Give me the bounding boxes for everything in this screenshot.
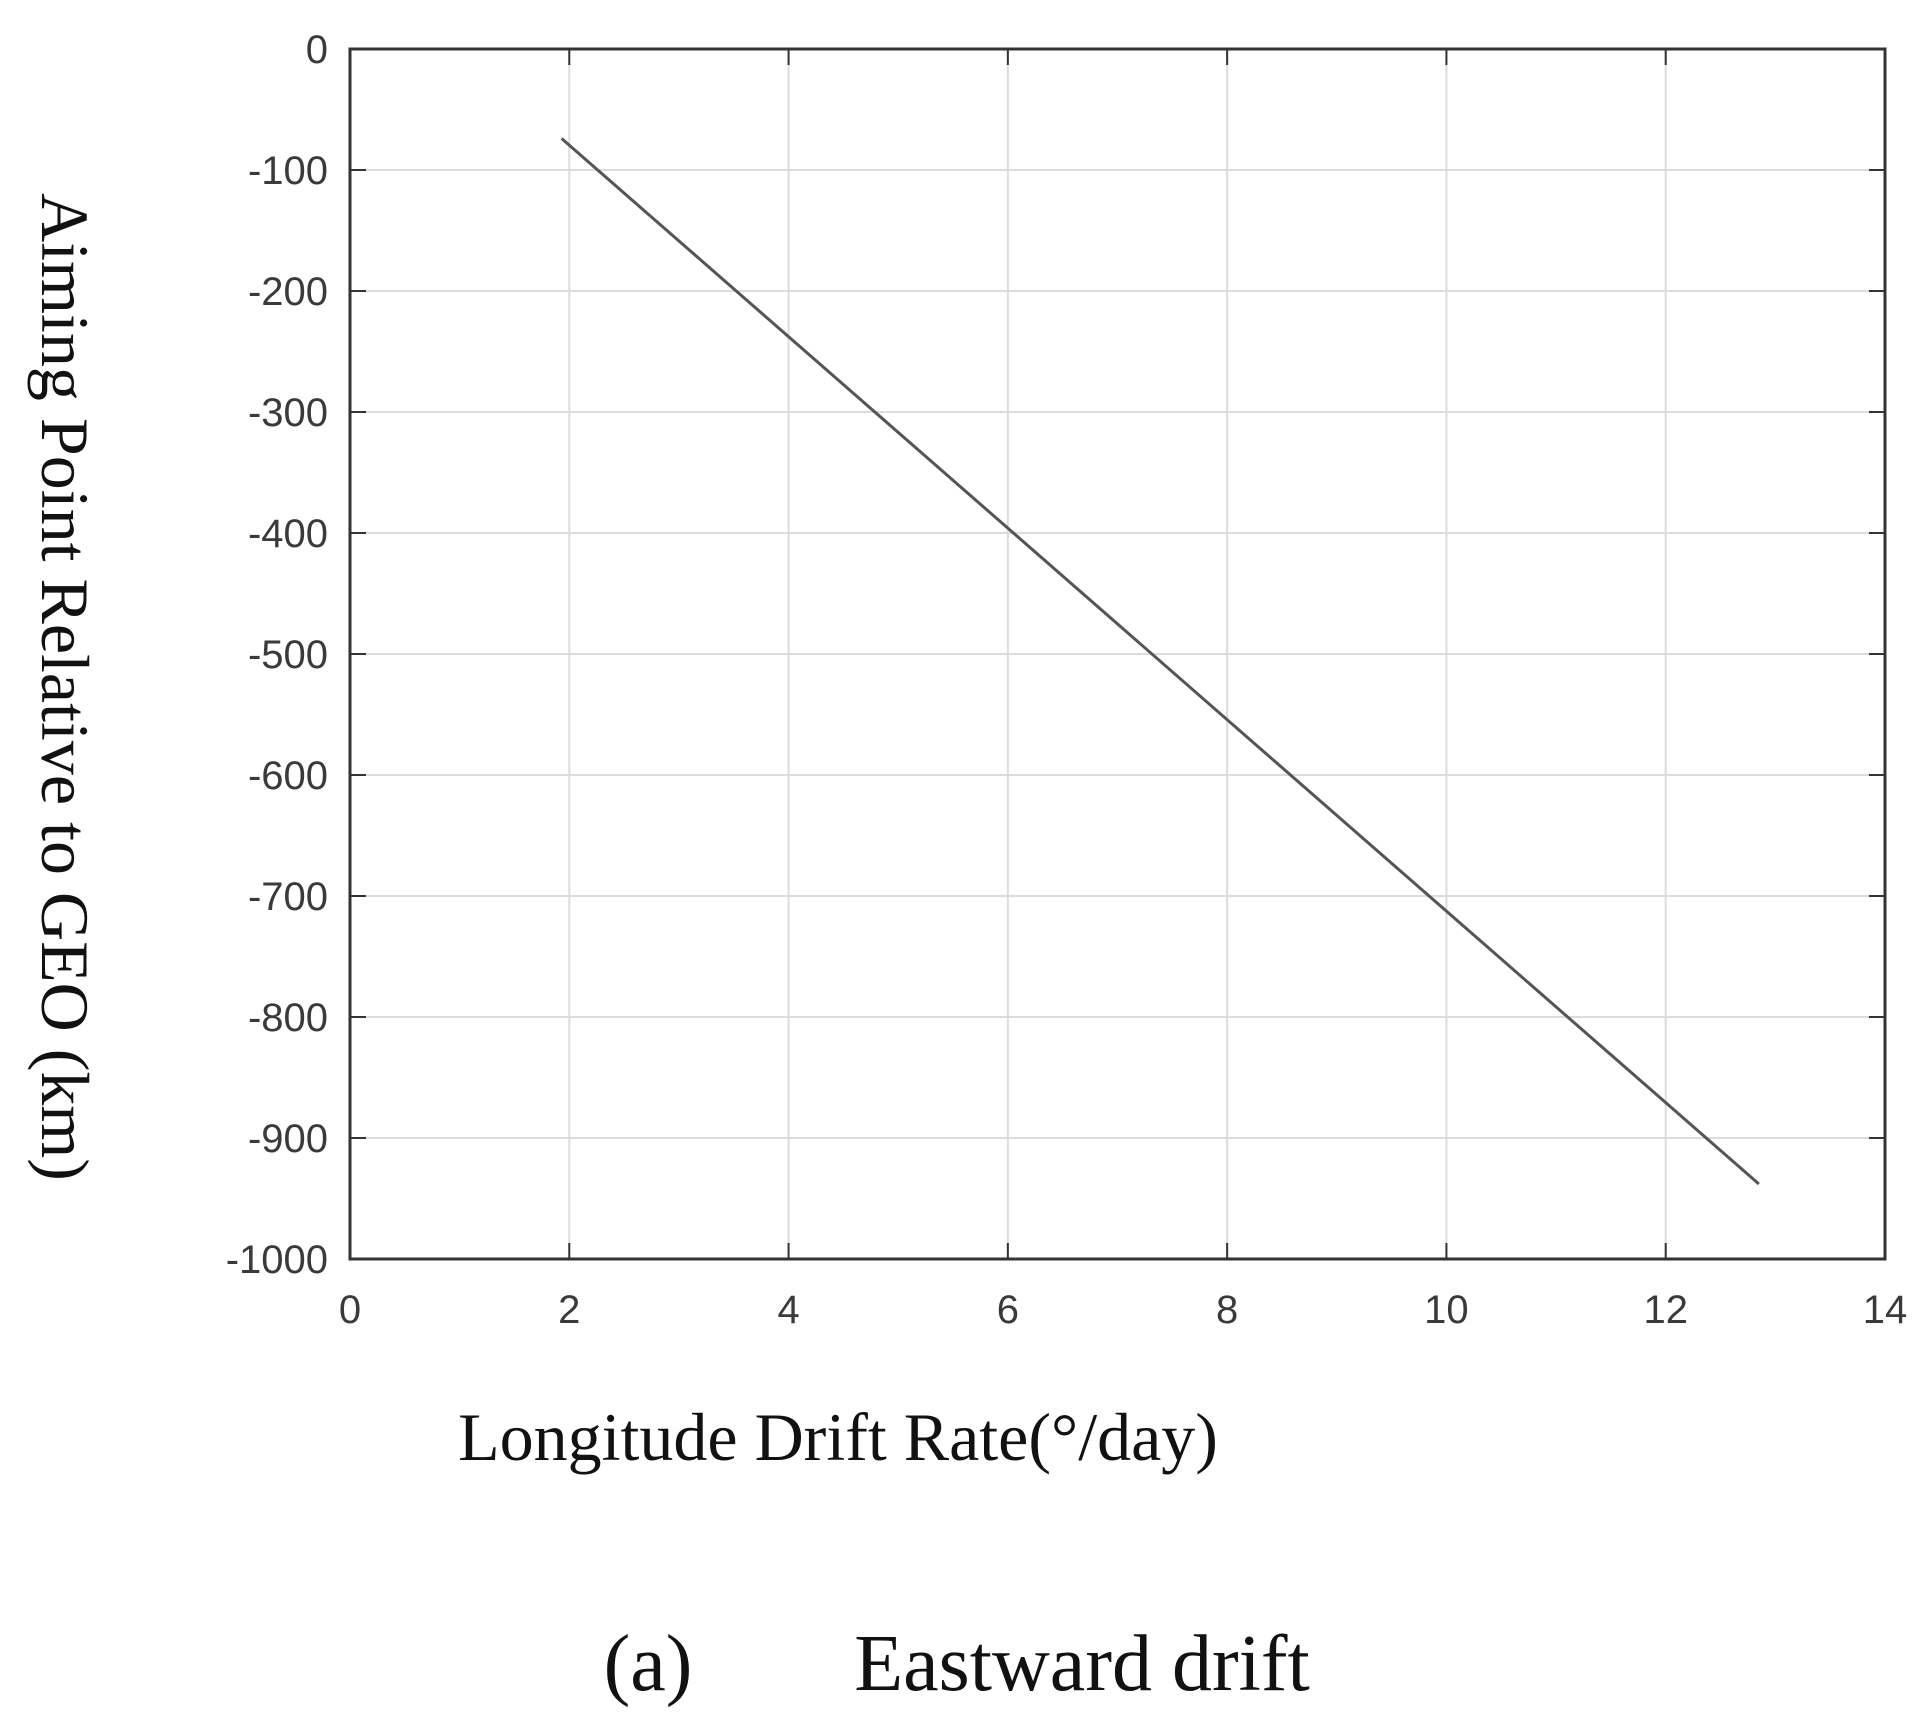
y-tick-label: -300 xyxy=(248,391,328,435)
y-tick-label: 0 xyxy=(306,28,328,72)
x-axis-title: Longitude Drift Rate(°/day) xyxy=(458,1399,1218,1475)
x-tick-label: 2 xyxy=(558,1288,580,1332)
x-tick-label: 6 xyxy=(997,1288,1019,1332)
x-tick-label: 12 xyxy=(1643,1288,1688,1332)
y-tick-label: -400 xyxy=(248,512,328,556)
grid-lines xyxy=(349,48,1886,1260)
x-tick-label: 8 xyxy=(1216,1288,1238,1332)
y-tick-label: -100 xyxy=(248,149,328,193)
y-tick-label: -200 xyxy=(248,270,328,314)
caption-label: (a) xyxy=(604,1620,693,1708)
y-axis-title: Aiming Point Relative to GEO (km) xyxy=(27,193,103,1181)
y-tick-label: -600 xyxy=(248,754,328,798)
y-tick-label: -800 xyxy=(248,996,328,1040)
caption-text: Eastward drift xyxy=(854,1620,1309,1708)
series-line xyxy=(560,137,1760,1186)
y-tick-label: -900 xyxy=(248,1117,328,1161)
x-tick-label: 4 xyxy=(777,1288,799,1332)
x-tick-labels: 0 2 4 6 8 10 12 14 xyxy=(339,1288,1907,1332)
y-tick-label: -1000 xyxy=(226,1238,328,1282)
series-layer xyxy=(560,137,1760,1186)
y-tick-label: -500 xyxy=(248,633,328,677)
y-tick-labels: 0 -100 -200 -300 -400 -500 -600 -700 -800 -900 -10… xyxy=(226,28,328,1282)
x-tick-label: 14 xyxy=(1863,1288,1908,1332)
x-tick-label: 10 xyxy=(1424,1288,1469,1332)
x-tick-label: 0 xyxy=(339,1288,361,1332)
y-tick-label: -700 xyxy=(248,875,328,919)
plot-frame xyxy=(348,47,1887,1261)
axis-ticks xyxy=(349,48,1886,1260)
